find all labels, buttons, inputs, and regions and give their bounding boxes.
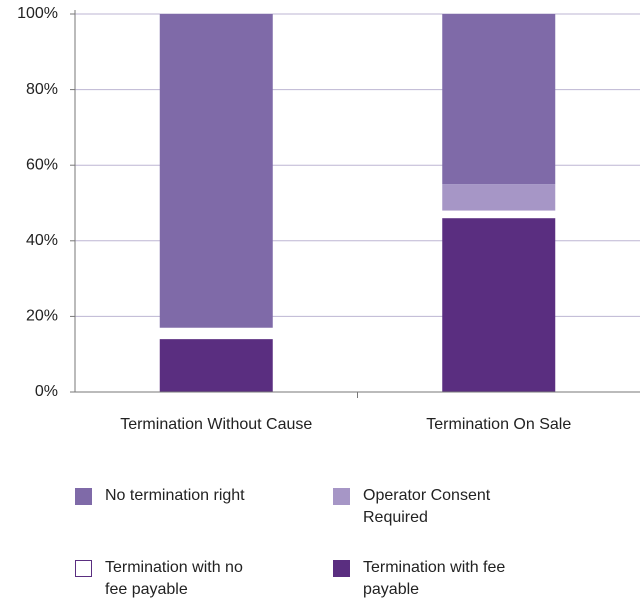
legend-swatch [75,560,92,577]
legend-label: Operator Consent Required [363,487,491,526]
bar-segment [442,184,556,211]
x-tick-label: Termination On Sale [426,416,571,433]
y-tick-label: 20% [26,308,58,325]
legend-label: Termination with no fee payable [105,559,243,598]
legend-swatch [333,488,350,505]
legend-swatch [75,488,92,505]
y-tick-label: 100% [17,5,58,22]
bar-segment [159,339,273,392]
legend-swatch [333,560,350,577]
bar-segment [159,14,273,328]
legend-label: Termination with fee payable [363,559,506,598]
legend-label: No termination right [105,487,245,504]
bar-segment [159,327,273,340]
y-tick-label: 40% [26,232,58,249]
y-tick-label: 0% [35,383,58,400]
y-tick-label: 80% [26,81,58,98]
y-tick-label: 60% [26,156,58,173]
bar-segment [442,218,556,392]
x-tick-label: Termination Without Cause [120,416,312,433]
bar-segment [442,14,556,185]
chart: 0% 20% 40% 60% 80% 100% Termination Without Ca… [17,5,640,433]
bar-segment [442,210,556,219]
